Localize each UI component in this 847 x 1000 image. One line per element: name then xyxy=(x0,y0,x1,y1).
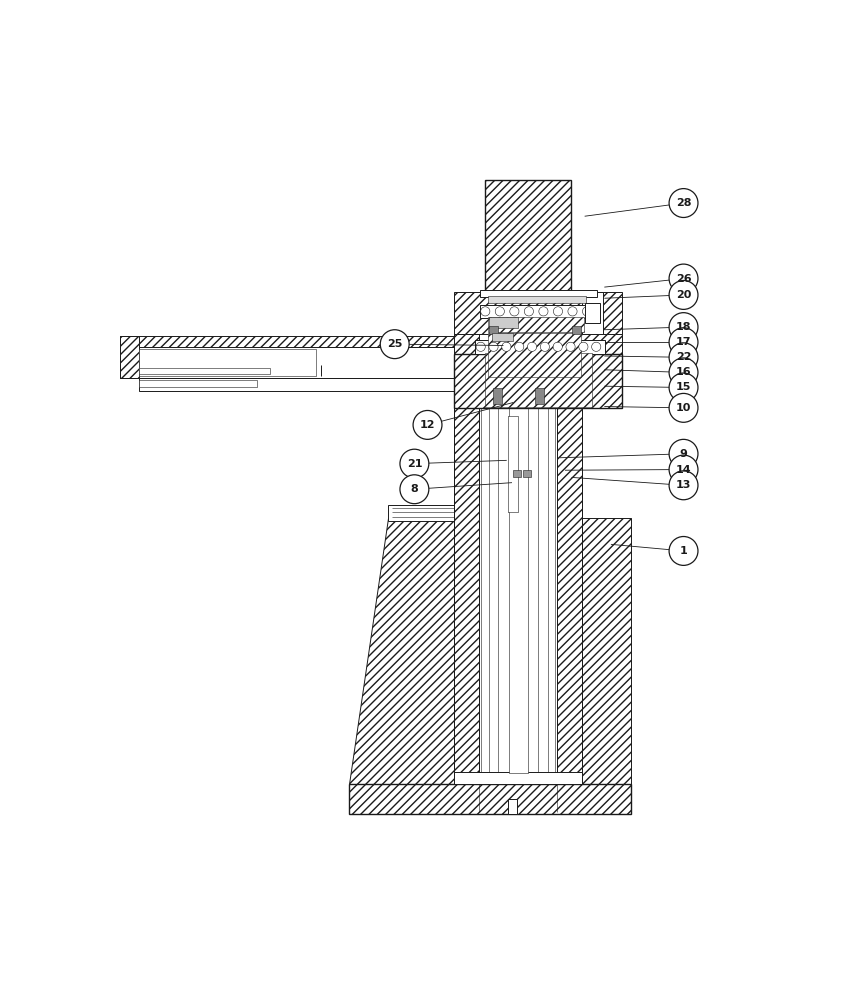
Polygon shape xyxy=(120,336,479,347)
Text: 14: 14 xyxy=(676,465,691,475)
Text: 28: 28 xyxy=(676,198,691,208)
Polygon shape xyxy=(583,518,631,784)
Circle shape xyxy=(400,449,429,478)
Circle shape xyxy=(553,342,562,351)
Circle shape xyxy=(489,342,498,351)
Text: 1: 1 xyxy=(679,546,688,556)
Polygon shape xyxy=(557,408,583,773)
Circle shape xyxy=(380,330,409,359)
Bar xyxy=(490,326,498,334)
Bar xyxy=(583,292,603,334)
Circle shape xyxy=(495,307,505,316)
Bar xyxy=(523,470,531,477)
Text: 8: 8 xyxy=(411,484,418,494)
Polygon shape xyxy=(454,292,622,334)
Text: 25: 25 xyxy=(387,339,402,349)
Circle shape xyxy=(400,475,429,504)
Bar xyxy=(139,380,257,387)
Text: 22: 22 xyxy=(676,352,691,362)
Circle shape xyxy=(510,307,519,316)
Circle shape xyxy=(539,307,548,316)
Text: 15: 15 xyxy=(676,382,691,392)
Circle shape xyxy=(579,342,588,351)
Circle shape xyxy=(669,328,698,357)
Circle shape xyxy=(528,342,537,351)
Circle shape xyxy=(669,189,698,217)
Bar xyxy=(139,349,316,376)
Bar xyxy=(480,290,597,297)
Bar xyxy=(572,326,581,334)
Bar xyxy=(488,296,586,303)
Circle shape xyxy=(481,307,490,316)
Circle shape xyxy=(669,373,698,402)
Circle shape xyxy=(669,537,698,565)
Polygon shape xyxy=(349,784,631,814)
Polygon shape xyxy=(557,334,622,378)
Bar xyxy=(492,333,513,341)
Bar xyxy=(139,368,270,374)
Circle shape xyxy=(669,264,698,293)
Polygon shape xyxy=(454,408,479,773)
Circle shape xyxy=(476,342,485,351)
Text: 17: 17 xyxy=(676,337,691,347)
Text: 16: 16 xyxy=(676,367,691,377)
Circle shape xyxy=(669,358,698,387)
Text: 10: 10 xyxy=(676,403,691,413)
Polygon shape xyxy=(139,378,518,391)
Bar xyxy=(507,799,518,814)
Polygon shape xyxy=(120,347,479,378)
Bar xyxy=(509,399,528,773)
Bar xyxy=(480,305,597,318)
Circle shape xyxy=(669,313,698,342)
Polygon shape xyxy=(485,180,571,292)
Circle shape xyxy=(669,455,698,484)
Text: 21: 21 xyxy=(407,459,422,469)
Circle shape xyxy=(669,439,698,468)
Polygon shape xyxy=(488,333,581,377)
Circle shape xyxy=(553,307,562,316)
Polygon shape xyxy=(454,334,479,378)
Polygon shape xyxy=(485,353,592,407)
Bar xyxy=(490,317,518,328)
Text: 13: 13 xyxy=(676,480,691,490)
Bar xyxy=(120,336,139,378)
Circle shape xyxy=(669,393,698,422)
Bar xyxy=(475,340,605,354)
Polygon shape xyxy=(488,317,584,332)
Circle shape xyxy=(669,281,698,309)
Polygon shape xyxy=(557,378,622,408)
Polygon shape xyxy=(454,378,479,408)
Bar xyxy=(513,470,521,477)
Circle shape xyxy=(515,342,523,351)
Bar xyxy=(388,505,459,521)
Bar xyxy=(534,388,544,404)
Text: 20: 20 xyxy=(676,290,691,300)
Text: 9: 9 xyxy=(679,449,688,459)
Bar xyxy=(507,416,518,512)
Text: 18: 18 xyxy=(676,322,691,332)
Bar xyxy=(454,772,583,784)
Text: 26: 26 xyxy=(676,274,691,284)
Text: 12: 12 xyxy=(420,420,435,430)
Bar xyxy=(493,388,502,404)
Circle shape xyxy=(501,342,511,351)
Circle shape xyxy=(540,342,550,351)
Circle shape xyxy=(524,307,534,316)
Polygon shape xyxy=(349,518,454,784)
Circle shape xyxy=(567,307,577,316)
Circle shape xyxy=(583,307,591,316)
Circle shape xyxy=(669,471,698,500)
Circle shape xyxy=(566,342,575,351)
Circle shape xyxy=(413,410,442,439)
Circle shape xyxy=(669,343,698,372)
Polygon shape xyxy=(454,354,622,408)
Circle shape xyxy=(591,342,601,351)
Bar xyxy=(585,303,600,323)
